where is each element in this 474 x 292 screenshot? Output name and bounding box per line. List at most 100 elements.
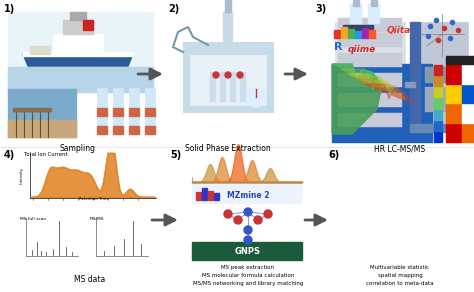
- Bar: [113, 88, 123, 116]
- Text: MS/MS: MS/MS: [90, 217, 104, 221]
- Bar: [446, 56, 474, 64]
- Bar: [462, 84, 474, 103]
- Text: 4): 4): [4, 150, 15, 160]
- Bar: [8, 67, 153, 92]
- Bar: [446, 103, 462, 123]
- Bar: [446, 65, 462, 84]
- Text: HR LC-MS/MS: HR LC-MS/MS: [374, 144, 426, 153]
- Bar: [410, 22, 420, 132]
- Bar: [202, 188, 207, 200]
- Bar: [425, 87, 460, 112]
- Bar: [220, 72, 226, 102]
- Text: spatial mapping: spatial mapping: [378, 273, 422, 278]
- Text: MS molecular formula calculation: MS molecular formula calculation: [202, 273, 294, 278]
- Bar: [434, 76, 442, 86]
- Bar: [129, 106, 139, 134]
- Bar: [145, 126, 155, 134]
- Bar: [338, 93, 402, 107]
- Circle shape: [254, 216, 262, 224]
- Text: Qiita: Qiita: [387, 25, 411, 34]
- Bar: [18, 216, 80, 260]
- Bar: [462, 103, 474, 123]
- Text: 3): 3): [315, 4, 326, 14]
- Bar: [214, 193, 219, 200]
- Bar: [8, 89, 76, 137]
- Text: 1): 1): [4, 4, 15, 14]
- Circle shape: [244, 226, 252, 234]
- Bar: [338, 73, 402, 87]
- Text: Intensity: Intensity: [20, 168, 24, 185]
- Bar: [129, 88, 139, 116]
- Circle shape: [237, 72, 243, 78]
- Bar: [230, 72, 236, 102]
- Bar: [113, 126, 123, 134]
- Bar: [446, 123, 462, 142]
- Text: Retention Time: Retention Time: [79, 197, 109, 201]
- Polygon shape: [332, 64, 382, 84]
- Text: 6): 6): [328, 150, 339, 160]
- Circle shape: [244, 208, 252, 216]
- Bar: [23, 52, 133, 56]
- Bar: [145, 106, 155, 134]
- Text: Solid Phase Extraction: Solid Phase Extraction: [185, 144, 271, 153]
- Text: Multivariable statistic: Multivariable statistic: [371, 265, 429, 270]
- Bar: [338, 18, 402, 32]
- Bar: [183, 42, 273, 112]
- Bar: [350, 4, 362, 24]
- Bar: [196, 192, 201, 200]
- Bar: [462, 123, 474, 142]
- Circle shape: [244, 236, 252, 244]
- Bar: [145, 88, 155, 116]
- Bar: [97, 88, 107, 116]
- Bar: [355, 31, 361, 38]
- Bar: [208, 191, 213, 200]
- Bar: [113, 108, 123, 116]
- Text: R: R: [334, 42, 343, 52]
- Bar: [210, 72, 216, 102]
- Bar: [434, 65, 442, 75]
- Circle shape: [234, 216, 242, 224]
- Bar: [30, 46, 50, 54]
- Bar: [97, 106, 107, 134]
- Bar: [223, 12, 233, 42]
- Polygon shape: [356, 79, 406, 99]
- Bar: [113, 106, 123, 134]
- Polygon shape: [340, 69, 390, 89]
- Bar: [434, 87, 442, 98]
- Bar: [240, 72, 246, 102]
- Circle shape: [264, 210, 272, 218]
- Bar: [129, 126, 139, 134]
- Bar: [338, 53, 402, 67]
- Bar: [434, 109, 442, 120]
- Bar: [83, 20, 93, 30]
- Bar: [348, 29, 354, 38]
- Polygon shape: [332, 64, 382, 134]
- Bar: [338, 113, 402, 127]
- Bar: [8, 120, 76, 137]
- Bar: [369, 30, 375, 38]
- Bar: [88, 216, 150, 260]
- Bar: [425, 67, 460, 82]
- Circle shape: [213, 72, 219, 78]
- Bar: [410, 124, 468, 132]
- Bar: [410, 22, 468, 132]
- Text: GNPS: GNPS: [235, 246, 261, 256]
- Bar: [13, 107, 51, 111]
- Polygon shape: [23, 54, 133, 66]
- Bar: [192, 184, 302, 204]
- Bar: [225, 0, 231, 12]
- Bar: [446, 84, 462, 103]
- Bar: [145, 108, 155, 116]
- Text: qiime: qiime: [348, 44, 376, 53]
- Bar: [129, 108, 139, 116]
- Text: correlation to meta-data: correlation to meta-data: [366, 281, 434, 286]
- Text: Sampling: Sampling: [60, 144, 96, 153]
- Circle shape: [225, 72, 231, 78]
- Bar: [18, 150, 158, 202]
- Bar: [343, 25, 373, 37]
- Bar: [434, 120, 442, 131]
- Bar: [362, 28, 368, 38]
- Text: MS peak extraction: MS peak extraction: [221, 265, 274, 270]
- Bar: [434, 131, 442, 142]
- Bar: [70, 12, 86, 20]
